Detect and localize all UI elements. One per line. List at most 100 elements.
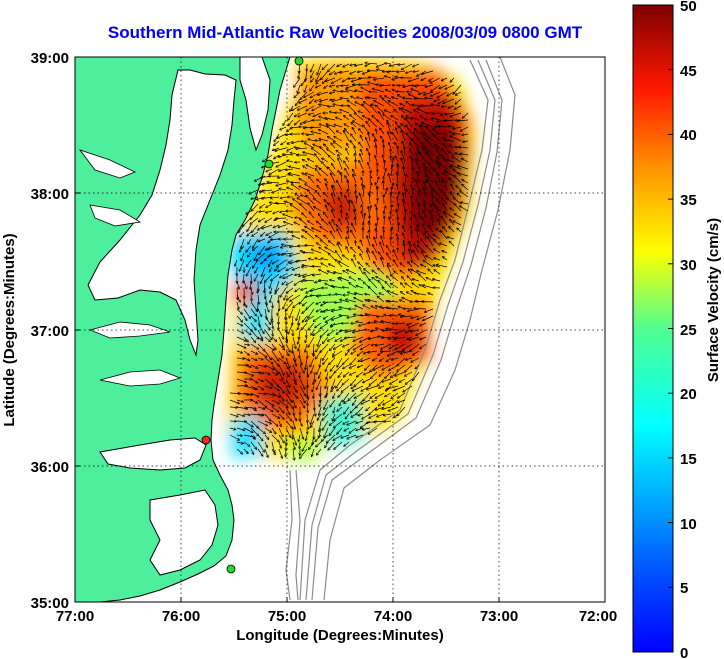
velocity-arrow [303,166,308,170]
velocity-arrow [414,244,420,254]
velocity-arrow [311,70,315,78]
velocity-arrow [377,170,378,177]
velocity-arrow [353,170,357,177]
velocity-arrow [271,239,280,240]
velocity-arrow [247,224,252,231]
velocity-arrow [341,85,350,86]
velocity-arrow [384,145,385,156]
velocity-arrow [316,84,322,88]
velocity-arrow [431,84,441,92]
pamlico-sound [149,489,219,576]
velocity-arrow [443,98,455,103]
velocity-arrow [372,251,378,261]
velocity-arrow [428,269,434,275]
velocity-arrow [331,173,336,184]
velocity-arrow [352,128,357,135]
velocity-arrow [360,194,364,205]
velocity-arrow [360,150,364,156]
velocity-arrow [304,91,315,97]
velocity-arrow [414,215,420,226]
velocity-arrow [259,211,266,212]
velocity-arrow [271,273,280,281]
velocity-arrow [310,287,322,291]
velocity-arrow [407,292,413,296]
velocity-arrow [274,140,280,145]
velocity-arrow [409,249,413,261]
velocity-arrow [421,265,427,268]
velocity-arrow [374,237,378,247]
velocity-arrow [236,301,239,309]
velocity-arrow [365,294,371,295]
velocity-arrow [365,63,378,64]
velocity-arrow [343,271,350,275]
velocity-arrow [329,222,336,233]
velocity-arrow [362,211,364,219]
velocity-arrow [369,183,372,191]
velocity-arrow [280,273,287,278]
velocity-arrow [441,190,448,198]
velocity-arrow [355,63,364,66]
velocity-arrow [283,301,287,309]
velocity-arrow [414,293,427,296]
velocity-arrow [433,279,441,282]
velocity-arrow [284,222,294,226]
velocity-arrow [354,113,364,121]
velocity-arrow [419,152,427,163]
velocity-arrow [255,266,259,273]
velocity-arrow [320,98,329,102]
velocity-arrow [239,259,245,271]
x-tick-label: 72:00 [579,608,617,625]
velocity-arrow [338,198,343,205]
velocity-arrow [443,227,448,233]
velocity-arrow [391,205,392,212]
velocity-arrow [385,282,392,289]
velocity-arrow [347,270,357,275]
velocity-arrow [324,235,329,240]
velocity-arrow [236,280,239,289]
velocity-arrow [385,63,392,64]
velocity-arrow [351,323,357,324]
velocity-arrow [312,105,322,111]
river-a [99,369,182,387]
velocity-arrow [437,91,448,98]
velocity-arrow [304,84,308,92]
velocity-arrow [272,301,273,308]
velocity-arrow [412,177,413,184]
velocity-arrow [239,245,245,252]
velocity-arrow [271,197,280,198]
velocity-arrow [412,283,420,289]
velocity-arrow [278,266,287,272]
velocity-arrow [431,91,441,96]
velocity-arrow [443,144,448,149]
chart-title: Southern Mid-Atlantic Raw Velocities 200… [108,23,583,42]
velocity-arrow [443,173,448,177]
velocity-arrow [267,182,280,183]
velocity-arrow [308,190,315,198]
velocity-arrow [448,151,455,156]
velocity-arrow [337,131,343,135]
velocity-arrow [457,228,462,233]
velocity-arrow [422,251,427,261]
chesapeake-bay [87,69,237,357]
velocity-arrow [283,214,294,219]
velocity-arrow [321,301,329,306]
velocity-arrow [393,250,399,261]
velocity-arrow [441,231,448,240]
velocity-arrow [280,287,287,297]
velocity-arrow [295,274,301,275]
velocity-arrow [328,203,336,212]
velocity-arrow [409,94,420,100]
colorbar: 50 45 40 35 30 25 20 15 10 5 0 Surface V… [632,0,722,659]
velocity-arrow [352,223,357,233]
velocity-arrow [411,89,420,93]
velocity-arrow [367,97,378,100]
velocity-arrow [404,147,405,156]
velocity-arrow [385,76,392,79]
velocity-arrow [437,133,448,134]
velocity-arrow [318,91,329,95]
y-axis-label: Latitude (Degrees:Minutes) [1,233,18,426]
velocity-arrow [247,252,252,257]
velocity-arrow [419,91,427,94]
velocity-arrow [303,152,315,156]
colorbar-tick-label: 15 [680,451,697,468]
